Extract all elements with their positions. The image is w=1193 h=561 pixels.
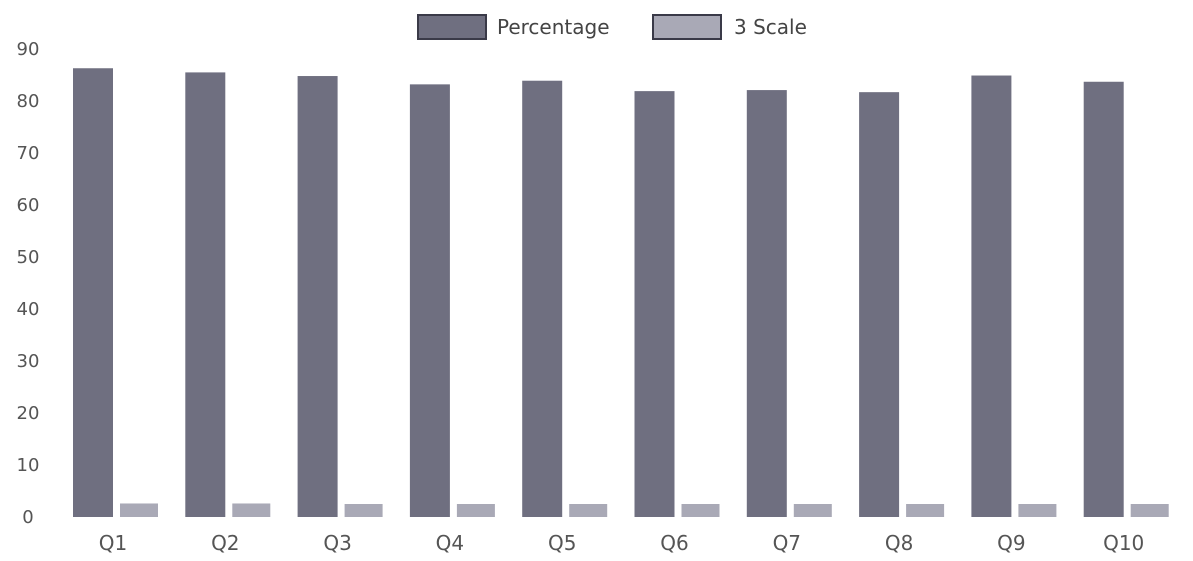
- x-category-label: Q5: [548, 531, 576, 555]
- bar-3-scale-q6: [681, 504, 720, 517]
- legend-item-3-scale: 3 Scale: [652, 14, 807, 40]
- bar-3-scale-q8: [906, 504, 945, 517]
- bar-3-scale-q3: [344, 504, 383, 517]
- bar-group-q6: [634, 91, 720, 518]
- bar-3-scale-q5: [569, 504, 608, 517]
- x-category-label: Q10: [1103, 531, 1144, 555]
- x-axis: Q1 Q2 Q3 Q4 Q5 Q6 Q7 Q8 Q9 Q10: [99, 531, 1145, 555]
- x-category-label: Q7: [773, 531, 801, 555]
- x-category-label: Q8: [885, 531, 913, 555]
- bar-3-scale-q9: [1018, 504, 1057, 517]
- bar-percentage-q6: [634, 91, 675, 518]
- chart-legend: Percentage 3 Scale: [417, 14, 807, 40]
- bars: [73, 68, 1169, 518]
- bar-3-scale-q4: [456, 504, 495, 517]
- bar-group-q2: [185, 72, 271, 518]
- bar-group-q5: [522, 80, 608, 517]
- bar-percentage-q9: [971, 75, 1012, 518]
- x-category-label: Q6: [660, 531, 688, 555]
- bar-group-q7: [746, 90, 832, 517]
- bar-group-q1: [73, 68, 158, 518]
- bar-3-scale-q1: [120, 503, 158, 517]
- y-tick-label: 0: [22, 507, 33, 528]
- y-tick-label: 60: [17, 195, 40, 216]
- x-category-label: Q2: [211, 531, 239, 555]
- x-category-label: Q1: [99, 531, 127, 555]
- y-tick-label: 30: [17, 351, 40, 372]
- legend-swatch: [652, 14, 722, 40]
- bar-group-q8: [859, 92, 945, 517]
- bar-percentage-q10: [1083, 81, 1124, 517]
- bar-group-q4: [409, 84, 495, 518]
- legend-label: Percentage: [497, 15, 610, 39]
- y-tick-label: 10: [17, 455, 40, 476]
- x-category-label: Q3: [323, 531, 351, 555]
- y-tick-label: 20: [17, 403, 40, 424]
- bar-percentage-q5: [522, 80, 563, 517]
- x-category-label: Q4: [436, 531, 464, 555]
- bar-3-scale-q10: [1130, 504, 1169, 517]
- x-category-label: Q9: [997, 531, 1025, 555]
- y-tick-label: 50: [17, 247, 40, 268]
- legend-swatch: [417, 14, 487, 40]
- bar-3-scale-q2: [232, 503, 271, 517]
- bar-group-q10: [1083, 81, 1169, 517]
- bar-percentage-q3: [297, 76, 338, 517]
- bar-percentage-q1: [73, 68, 113, 518]
- legend-label: 3 Scale: [734, 15, 807, 39]
- bar-percentage-q8: [859, 92, 900, 517]
- bar-group-q9: [971, 75, 1057, 518]
- bar-percentage-q4: [409, 84, 450, 518]
- y-tick-label: 70: [17, 143, 40, 164]
- y-tick-label: 80: [17, 91, 40, 112]
- y-tick-label: 40: [17, 299, 40, 320]
- bar-percentage-q2: [185, 72, 226, 518]
- bar-3-scale-q7: [793, 504, 832, 517]
- bar-group-q3: [297, 76, 383, 517]
- legend-item-percentage: Percentage: [417, 14, 610, 40]
- y-tick-label: 90: [17, 39, 40, 60]
- y-axis: 0 10 20 30 40 50 60 70 80 90: [17, 39, 40, 528]
- bar-percentage-q7: [746, 90, 787, 517]
